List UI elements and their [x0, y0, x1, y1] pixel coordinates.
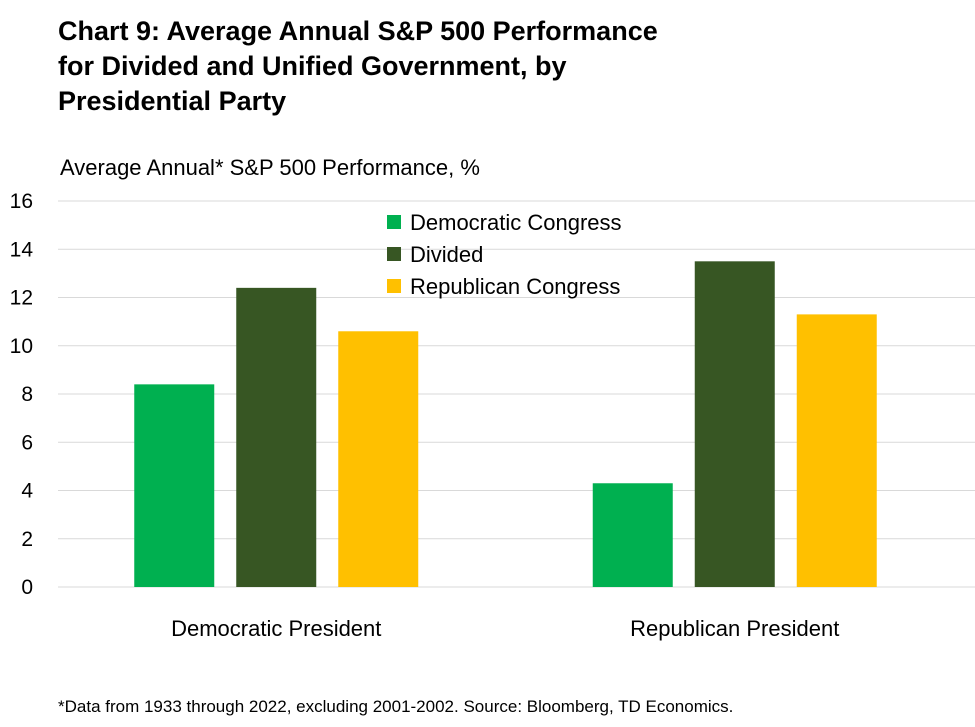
- chart-title: Chart 9: Average Annual S&P 500 Performa…: [58, 14, 938, 119]
- chart-title-line-3: Presidential Party: [58, 86, 287, 116]
- legend-swatch: [387, 279, 401, 293]
- bar-divided: [694, 261, 775, 587]
- legend-swatch: [387, 247, 401, 261]
- y-tick-label: 8: [21, 383, 33, 406]
- legend-swatch: [387, 215, 401, 229]
- y-tick-label: 0: [21, 576, 33, 599]
- bar-democratic-congress: [134, 384, 215, 587]
- y-tick-label: 12: [10, 287, 33, 310]
- bar-chart: 0 2 4 6 8 10 12 14 16 Democratic President Republi…: [10, 190, 975, 641]
- bar-republican-congress: [338, 331, 419, 587]
- chart-title-line-2: for Divided and Unified Government, by: [58, 51, 567, 81]
- y-tick-label: 14: [10, 238, 34, 261]
- x-category-label: Republican President: [630, 616, 839, 641]
- legend-label: Democratic Congress: [410, 210, 622, 235]
- y-tick-label: 10: [10, 335, 33, 358]
- y-tick-label: 4: [21, 480, 33, 503]
- legend-label: Republican Congress: [410, 274, 620, 299]
- bar-republican-congress: [796, 314, 877, 587]
- y-tick-label: 6: [21, 431, 33, 454]
- chart-title-line-1: Chart 9: Average Annual S&P 500 Performa…: [58, 16, 658, 46]
- y-axis-label: Average Annual* S&P 500 Performance, %: [60, 155, 480, 180]
- x-category-label: Democratic President: [171, 616, 381, 641]
- bar-divided: [236, 287, 317, 587]
- y-tick-label: 16: [10, 190, 33, 213]
- legend-label: Divided: [410, 242, 483, 267]
- y-tick-label: 2: [21, 528, 33, 551]
- bar-democratic-congress: [592, 483, 673, 587]
- footnote: *Data from 1933 through 2022, excluding …: [58, 697, 734, 716]
